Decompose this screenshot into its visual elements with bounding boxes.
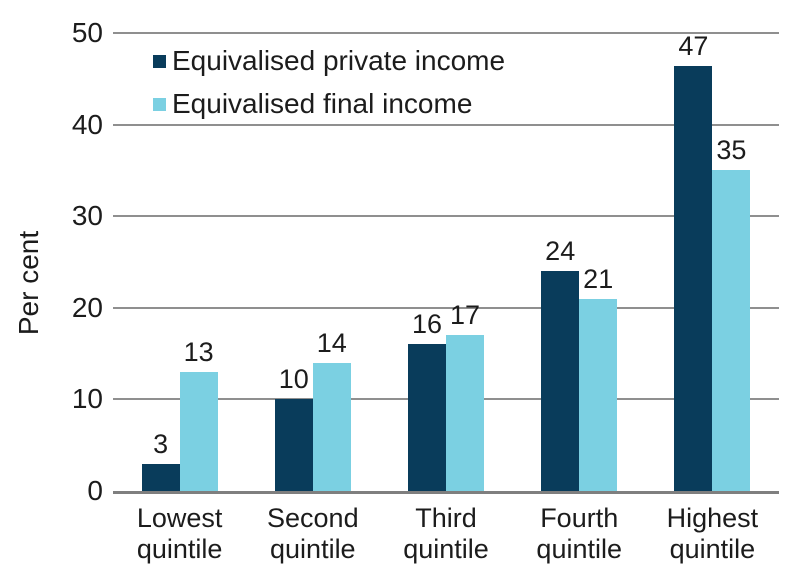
gridline <box>113 32 779 34</box>
y-tick-label: 40 <box>71 108 103 140</box>
legend: Equivalised private income Equivalised fi… <box>153 46 505 119</box>
value-label: 17 <box>449 300 481 331</box>
bar <box>179 371 218 491</box>
bar-column: 13 <box>179 33 218 491</box>
y-tick-label: 0 <box>87 475 103 506</box>
bar <box>541 271 580 491</box>
bar <box>408 344 446 491</box>
bar-column: 16 <box>408 33 446 491</box>
y-tick-label: 20 <box>71 291 103 323</box>
bar-group: 16 17 <box>379 33 512 491</box>
bar <box>274 399 313 491</box>
bar-group: 10 14 <box>246 33 379 491</box>
x-axis-tick-labels: Lowest quintile Second quintile Third quin… <box>113 503 779 565</box>
plot-area: 3 13 10 14 16 17 24 21 47 35 Equivalised private … <box>113 32 779 494</box>
y-axis-tick-labels: 0 10 20 30 40 50 <box>0 19 103 505</box>
bar-column: 47 <box>674 31 713 491</box>
x-axis-line <box>113 491 779 494</box>
bar <box>579 298 618 491</box>
value-label: 10 <box>278 364 309 395</box>
gridline <box>113 123 779 126</box>
bar-group: 3 13 <box>113 33 246 491</box>
bar-column: 17 <box>446 33 484 491</box>
value-label: 24 <box>545 236 576 267</box>
bar-group: 47 35 <box>646 33 779 491</box>
bar-group: 24 21 <box>513 33 646 491</box>
x-tick-label: Fourth quintile <box>536 503 622 564</box>
value-label: 47 <box>678 31 709 61</box>
bar <box>674 66 713 491</box>
bar-column: 21 <box>579 33 618 491</box>
x-tick-label: Third quintile <box>403 503 489 564</box>
x-tick-label: Second quintile <box>267 503 359 564</box>
value-label: 16 <box>411 309 443 340</box>
x-tick-label: Highest quintile <box>666 503 759 564</box>
bar-column: 3 <box>141 33 180 491</box>
y-tick-label: 50 <box>71 17 103 48</box>
y-tick-label: 30 <box>71 200 103 232</box>
bar <box>712 170 751 491</box>
value-label: 3 <box>153 428 169 459</box>
bar-column: 10 <box>274 33 313 491</box>
bar-groups: 3 13 10 14 16 17 24 21 47 35 <box>113 33 779 491</box>
legend-label: Equivalised private income <box>172 45 506 76</box>
value-label: 35 <box>716 135 747 166</box>
legend-swatch-icon <box>153 97 166 111</box>
bar-column: 14 <box>312 33 351 491</box>
bar <box>312 362 351 491</box>
bar-column: 24 <box>541 33 580 491</box>
value-label: 14 <box>316 327 347 358</box>
legend-item: Equivalised final income <box>153 89 505 119</box>
gridline <box>113 215 779 218</box>
x-tick-label: Lowest quintile <box>136 503 223 564</box>
bar <box>446 335 484 491</box>
gridline <box>113 306 779 309</box>
y-tick-label: 10 <box>71 383 103 415</box>
value-label: 21 <box>583 263 614 294</box>
bar-column: 35 <box>712 33 751 491</box>
bar <box>141 463 180 491</box>
legend-label: Equivalised final income <box>172 88 473 119</box>
legend-swatch-icon <box>153 54 166 68</box>
legend-item: Equivalised private income <box>153 46 505 76</box>
value-label: 13 <box>183 336 214 367</box>
